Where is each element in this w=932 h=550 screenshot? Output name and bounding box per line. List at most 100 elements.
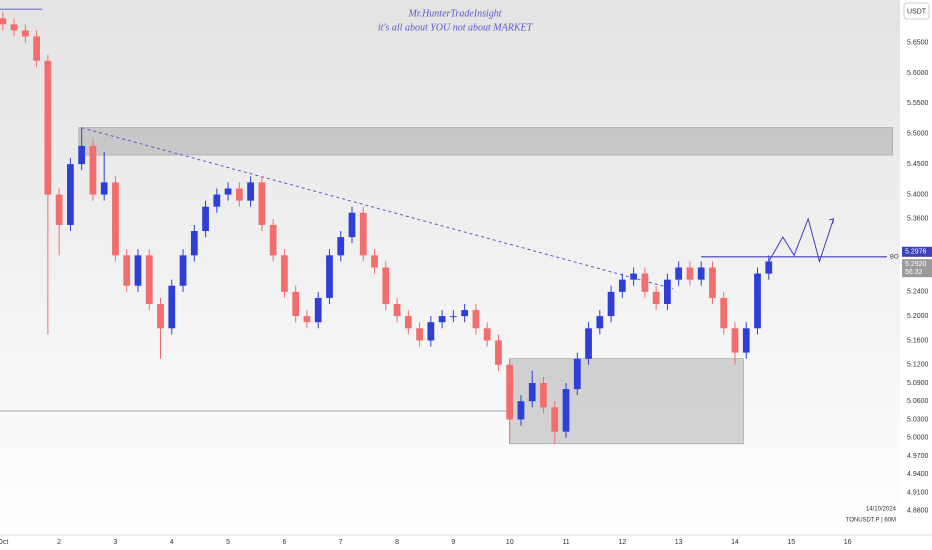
x-tick-label: 4 [170,539,174,546]
candle-body [438,316,446,323]
y-tick-label: 5.4000 [907,191,929,198]
candle-body [618,279,626,292]
candle-body [664,279,671,304]
candle-body [359,212,367,256]
candle-body [258,182,266,225]
candle-body [427,322,435,341]
candle-body [573,358,581,390]
currency: USDT [907,8,927,15]
candle-body [0,18,7,25]
candle-body [44,60,52,195]
x-tick-label: 2 [57,539,61,546]
y-tick-label: 5.0000 [907,435,929,442]
projection-arrowhead [829,218,835,224]
candle-body [303,316,311,323]
zone [509,358,744,445]
candle-body [517,401,525,420]
candle-body [190,231,198,256]
x-tick-label: 12 [618,539,626,546]
y-tick-label: 4.9700 [907,453,929,460]
candle-body [765,261,773,274]
candle-body [495,340,502,365]
chart-subtitle: it's all about YOU not about MARKET [378,22,534,33]
projection-path [768,217,835,264]
y-tick-label: 5.3600 [907,216,929,223]
price-label: 5.2920 [905,261,927,268]
candle-body [709,267,716,298]
y-tick-label: 4.9400 [907,471,929,478]
candle-body [235,188,243,201]
y-tick-label: 5.0900 [907,380,929,387]
chart-title: Mr.HunterTradeInsight [407,8,501,19]
candle-body [641,273,649,292]
candle-body [281,255,288,292]
x-tick-label: 11 [562,539,569,546]
x-tick-label: 14 [731,539,739,546]
countdown: 56:32 [905,269,923,276]
candle-body [585,328,592,359]
candle-body [461,310,469,317]
candle-body [33,36,40,61]
y-tick-label: 5.0300 [907,416,929,423]
candle-body [168,285,176,329]
candle-body [78,145,86,165]
candle-body [337,237,345,256]
candle-body [697,267,705,280]
candle-body [213,194,221,207]
trendline [81,127,674,290]
candle-body [145,255,153,304]
candle-body [100,182,108,195]
candle-body [686,267,694,280]
candle-body [483,328,491,341]
candle-body [551,407,559,432]
candle-body [157,303,164,329]
y-tick-label: 5.6500 [907,39,929,46]
y-tick-label: 5.2400 [907,289,929,296]
y-tick-label: 5.0600 [907,398,929,405]
candle-body [55,194,63,225]
x-tick-label: 16 [844,539,852,546]
candle-body [202,206,209,232]
price-label: 5.2976 [905,249,927,256]
y-tick-label: 5.6000 [907,70,929,77]
candle-body [134,255,142,286]
candle-body [179,255,187,286]
candle-body [21,30,29,37]
candle-body [754,273,761,329]
candle-body [371,255,378,268]
y-tick-label: 5.5000 [907,131,929,138]
candle-body [450,316,457,318]
x-tick-label: 9 [451,539,455,546]
candle-body [630,273,637,280]
candle-body [123,255,131,286]
y-tick-label: 5.1600 [907,337,929,344]
candle-body [382,267,390,304]
candle-body [269,224,277,256]
currency-box[interactable] [903,2,930,20]
x-tick-label: 7 [339,539,343,546]
candle-body [652,291,660,304]
candle-body [89,145,97,195]
candle-body [540,383,547,408]
candle-body [528,383,536,402]
candle-body [742,328,750,353]
candle-body [404,316,412,329]
price-label-box [902,246,932,257]
candle-body [247,182,255,201]
x-tick-label: 5 [226,539,230,546]
candle-body [675,267,683,280]
x-tick-label: 10 [506,539,514,546]
candle-body [596,316,604,329]
y-tick-label: 5.4500 [907,161,929,168]
x-tick-label: 8 [395,539,399,546]
candle-body [112,182,119,256]
level-label: BO [890,254,899,260]
price-label-box [902,259,932,278]
x-tick-label: 6 [282,539,286,546]
y-tick-label: 4.8800 [907,508,929,515]
candle-body [607,291,615,317]
candle-body [10,24,18,31]
candle-body [292,291,300,317]
y-tick-label: 5.2000 [907,313,929,320]
